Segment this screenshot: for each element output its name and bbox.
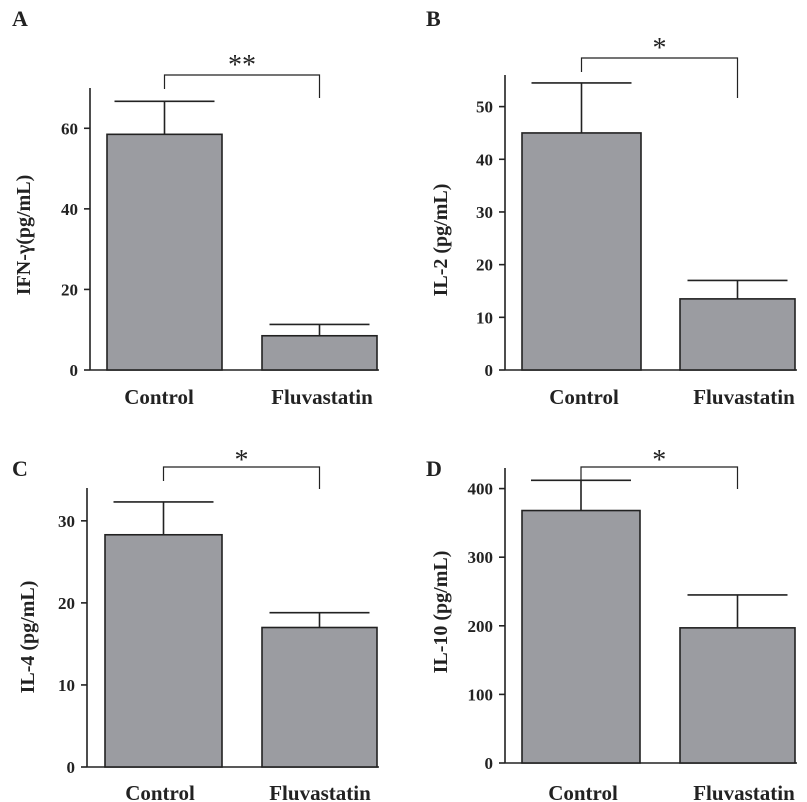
- significance-marker: *: [235, 445, 249, 476]
- y-axis-label: IL-10 (pg/mL): [430, 551, 452, 674]
- x-category-label: Fluvastatin: [693, 781, 795, 802]
- y-tick-label: 0: [485, 754, 494, 773]
- significance-bracket: [580, 57, 739, 98]
- y-tick-label: 0: [70, 361, 79, 380]
- y-tick-label: 30: [476, 203, 493, 222]
- chart-panel-d: D 0 100 200 300 400 IL-10 (pg/mL) Control Fluvas…: [426, 445, 797, 802]
- x-category-label: Fluvastatin: [693, 385, 795, 409]
- chart-panel-a: A 0 20 40 60 IFN-γ(pg/mL) Control Fluvastatin **: [12, 6, 379, 409]
- x-category-label: Control: [549, 385, 619, 409]
- significance-marker: *: [652, 445, 666, 476]
- y-tick-label: 400: [468, 480, 494, 499]
- significance-marker: **: [228, 50, 256, 81]
- chart-panel-c: C 0 10 20 30 IL-4 (pg/mL) Control Fluvastatin *: [12, 445, 379, 802]
- y-tick-label: 40: [476, 150, 493, 169]
- bar: [679, 298, 796, 371]
- x-category-label: Fluvastatin: [269, 781, 371, 802]
- x-category-label: Fluvastatin: [271, 385, 373, 409]
- y-axis-label: IFN-γ(pg/mL): [13, 175, 35, 295]
- y-tick-label: 20: [476, 256, 493, 275]
- y-axis-label: IL-2 (pg/mL): [430, 184, 452, 297]
- y-tick-label: 20: [58, 594, 75, 613]
- y-tick-label: 20: [61, 280, 78, 299]
- y-tick-label: 10: [58, 676, 75, 695]
- x-category-label: Control: [124, 385, 194, 409]
- bar: [106, 133, 223, 371]
- significance-bracket: [163, 74, 321, 98]
- y-axis-label: IL-4 (pg/mL): [17, 581, 39, 694]
- bar: [261, 334, 378, 371]
- panel-letter: D: [426, 456, 442, 481]
- bar: [261, 626, 378, 768]
- significance-bracket: [162, 466, 321, 489]
- bar: [521, 509, 641, 764]
- chart-panel-b: B 0 10 20 30 40 50 IL-2 (pg/mL) Control Fluvastat…: [426, 6, 797, 409]
- y-tick-label: 100: [468, 685, 494, 704]
- y-tick-label: 50: [476, 98, 493, 117]
- panel-letter: A: [12, 6, 28, 31]
- y-tick-label: 0: [67, 758, 76, 777]
- significance-bracket: [580, 466, 739, 489]
- y-tick-label: 200: [468, 617, 494, 636]
- panel-letter: B: [426, 6, 441, 31]
- bar: [104, 533, 223, 768]
- x-category-label: Control: [548, 781, 618, 802]
- y-tick-label: 0: [485, 361, 494, 380]
- y-tick-label: 10: [476, 308, 493, 327]
- bar: [521, 132, 642, 371]
- panel-letter: C: [12, 456, 28, 481]
- y-tick-label: 40: [61, 200, 78, 219]
- significance-marker: *: [653, 33, 667, 64]
- bar: [679, 627, 796, 764]
- y-tick-label: 30: [58, 512, 75, 531]
- x-category-label: Control: [125, 781, 195, 802]
- y-tick-label: 60: [61, 119, 78, 138]
- y-tick-label: 300: [468, 548, 494, 567]
